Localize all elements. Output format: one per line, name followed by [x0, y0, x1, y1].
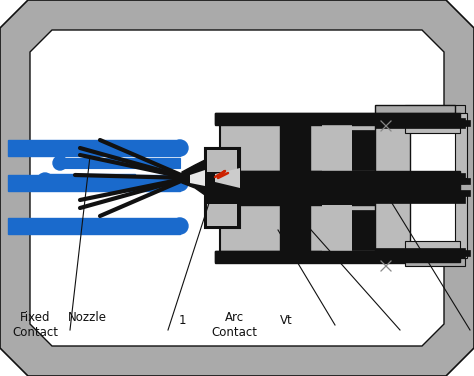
Bar — [350, 210, 375, 250]
Bar — [60, 158, 180, 168]
Bar — [410, 193, 465, 258]
Text: Vt: Vt — [281, 314, 293, 327]
Bar — [215, 251, 460, 262]
Bar — [375, 248, 465, 258]
Bar — [350, 130, 375, 170]
Bar — [455, 193, 467, 258]
Bar — [215, 171, 405, 183]
Polygon shape — [182, 160, 205, 195]
Text: Arc
Contact: Arc Contact — [211, 311, 258, 338]
Bar — [45, 174, 135, 188]
Bar — [322, 125, 352, 178]
Bar — [410, 118, 465, 183]
Bar — [405, 105, 465, 113]
Bar — [215, 113, 405, 125]
Bar — [405, 120, 470, 126]
Bar — [375, 118, 465, 128]
Bar — [375, 193, 465, 203]
Bar — [8, 140, 180, 156]
Bar — [215, 251, 405, 263]
Bar — [405, 190, 470, 196]
Bar — [215, 182, 460, 193]
Text: 1: 1 — [179, 314, 186, 327]
Bar — [405, 258, 465, 266]
Bar — [220, 118, 400, 183]
Circle shape — [53, 156, 67, 170]
Bar — [8, 218, 180, 234]
Bar — [215, 193, 405, 205]
Bar — [375, 193, 465, 258]
Circle shape — [172, 140, 188, 156]
Bar — [280, 125, 310, 178]
Bar — [207, 204, 237, 226]
Bar — [205, 148, 240, 228]
Bar — [207, 150, 237, 172]
Bar — [375, 105, 455, 113]
Bar — [280, 205, 310, 258]
Bar — [375, 118, 465, 183]
Bar — [405, 241, 460, 250]
Bar — [220, 193, 400, 258]
Text: Nozzle: Nozzle — [68, 311, 107, 324]
Circle shape — [172, 218, 188, 234]
Bar — [455, 113, 467, 178]
Polygon shape — [30, 30, 444, 346]
Bar — [322, 205, 352, 258]
Polygon shape — [215, 168, 240, 188]
Bar — [405, 250, 470, 256]
Bar — [215, 171, 460, 182]
Bar — [8, 175, 180, 191]
Circle shape — [172, 175, 188, 191]
Polygon shape — [190, 170, 205, 186]
Bar — [215, 113, 460, 124]
Bar — [375, 173, 465, 183]
Bar — [405, 178, 470, 184]
Bar — [405, 124, 460, 133]
Circle shape — [37, 173, 53, 189]
Text: Fixed
Contact: Fixed Contact — [12, 311, 59, 338]
